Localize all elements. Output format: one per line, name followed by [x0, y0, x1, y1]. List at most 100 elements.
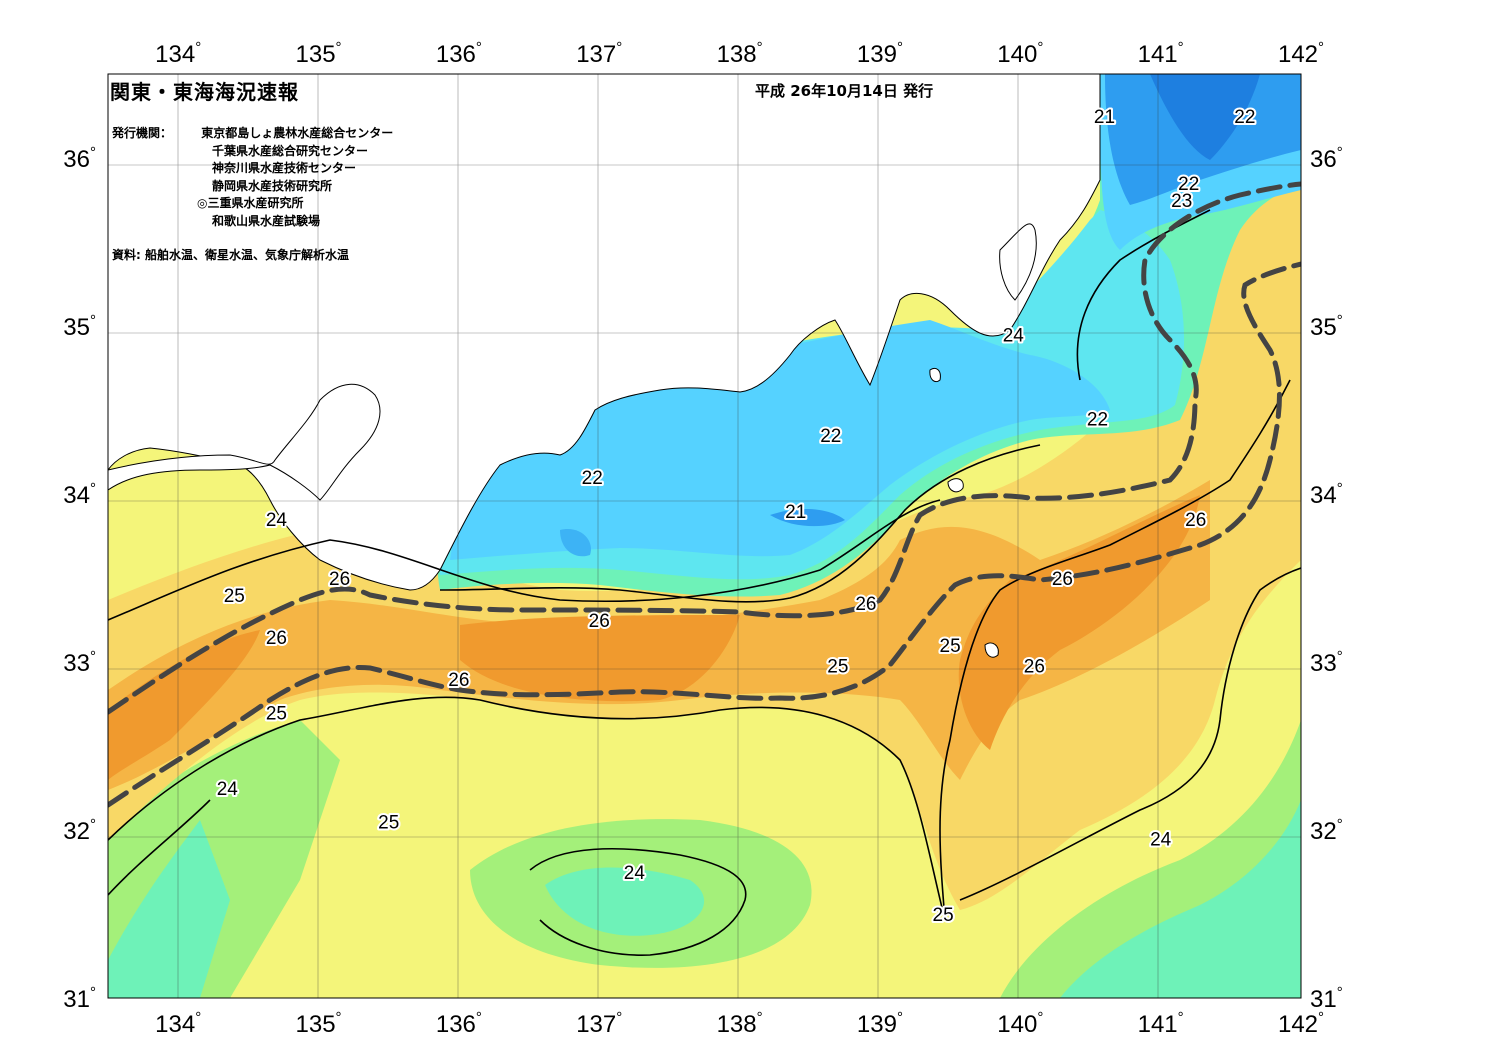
contour-label-26-10: 26 [1185, 510, 1206, 531]
isotherm-25-south [108, 696, 946, 921]
sea-25_5c-band [108, 180, 1301, 910]
longitude-label-bottom-138: 138° [717, 1009, 763, 1038]
contour-label-26-12: 26 [1052, 569, 1073, 590]
isotherm-25-southeast [959, 567, 1301, 901]
latitude-label-left-33: 33° [63, 648, 96, 677]
longitude-label-top-139: 139° [857, 39, 903, 68]
issuers-label: 発行機関： [112, 126, 173, 140]
map-title: 関東・東海海況速報 [110, 80, 299, 104]
contour-label-22-2: 22 [1178, 174, 1199, 195]
latitude-label-left-31: 31° [63, 984, 96, 1013]
sea-26_5c-core-east [958, 495, 1200, 750]
contour-label-21-8: 21 [785, 502, 806, 523]
longitude-label-bottom-136: 136° [436, 1009, 482, 1038]
longitude-label-bottom-140: 140° [997, 1009, 1043, 1038]
latitude-label-left-35: 35° [63, 312, 96, 341]
latitude-label-right-31: 31° [1310, 984, 1343, 1013]
issuer-org-6: 和歌山県水産試験場 [212, 213, 321, 228]
latitude-label-right-36: 36° [1310, 144, 1343, 173]
longitude-label-top-141: 141° [1138, 39, 1184, 68]
sea-22c-coastal [450, 320, 1110, 560]
contour-label-25-13: 25 [224, 586, 245, 607]
longitude-label-bottom-139: 139° [857, 1009, 903, 1038]
longitude-label-top-136: 136° [436, 39, 482, 68]
issuer-org-1: 東京都島しょ農林水産総合センター [201, 126, 394, 140]
contour-label-22-6: 22 [820, 426, 841, 447]
issue-date: 平成 26年10月14日 発行 [755, 82, 934, 100]
land-kii-tokai-kanto [108, 74, 1101, 591]
longitude-label-top-140: 140° [997, 39, 1043, 68]
sea-21c-patch-central [770, 508, 845, 527]
contour-label-26-14: 26 [855, 594, 876, 615]
contour-label-26-20: 26 [448, 670, 469, 691]
contour-label-25-21: 25 [266, 703, 287, 724]
contour-label-26-11: 26 [329, 569, 350, 590]
contour-label-21-0: 21 [1094, 107, 1115, 128]
sea-26_5c-core [108, 630, 260, 780]
contour-label-26-19: 26 [1024, 656, 1045, 677]
isotherm-24-north [439, 444, 1041, 603]
latitude-label-right-33: 33° [1310, 648, 1343, 677]
longitude-label-top-134: 134° [155, 39, 201, 68]
isotherm-26-central [108, 499, 941, 621]
contour-label-24-25: 24 [624, 863, 646, 884]
latitude-label-left-36: 36° [63, 144, 96, 173]
map-frame [107, 73, 1302, 999]
contour-label-25-23: 25 [378, 813, 399, 834]
contour-label-25-18: 25 [827, 656, 848, 677]
contour-label-24-4: 24 [1003, 325, 1025, 346]
isotherm-24-south-patch [529, 847, 747, 956]
sea-26_5c-core-central [460, 615, 740, 702]
longitude-label-top-137: 137° [576, 39, 622, 68]
contour-label-22-5: 22 [1087, 409, 1108, 430]
latitude-label-right-32: 32° [1310, 816, 1343, 845]
sea-23c-southwest [108, 820, 230, 998]
latitude-label-right-34: 34° [1310, 480, 1343, 509]
land-izu-oshima [947, 478, 964, 493]
kuroshio-axis-main [108, 181, 1301, 715]
isotherm-lines [108, 209, 1301, 956]
longitude-label-top-135: 135° [296, 39, 342, 68]
contour-label-22-7: 22 [582, 468, 603, 489]
contour-label-22-1: 22 [1234, 107, 1255, 128]
isotherm-24-southwest [108, 799, 211, 896]
sea-21c-patch-west [560, 529, 591, 557]
contour-label-24-9: 24 [266, 510, 288, 531]
land-miyake [929, 367, 941, 383]
issuer-org-3: 神奈川県水産技術センター [212, 161, 357, 176]
kuroshio-axis [108, 181, 1301, 808]
longitude-label-bottom-135: 135° [296, 1009, 342, 1038]
issuer-org-5: ◎三重県水産研究所 [197, 196, 304, 211]
latitude-label-left-32: 32° [63, 816, 96, 845]
issuer-org-2: 千葉県水産総合研究センター [212, 143, 369, 158]
longitude-label-bottom-134: 134° [155, 1009, 201, 1038]
kuroshio-axis-south-loop [108, 261, 1301, 808]
longitude-label-top-138: 138° [717, 39, 763, 68]
contour-label-25-26: 25 [933, 905, 954, 926]
sea-25c-eddy [362, 832, 414, 937]
data-sources: 資料: 船舶水温、衛星水温、気象庁解析水温 [112, 248, 349, 262]
latitude-label-left-34: 34° [63, 480, 96, 509]
issuing-organizations: 発行機関： 東京都島しょ農林水産総合センター 千葉県水産総合研究センター 神奈川… [112, 125, 393, 231]
issuer-org-4: 静岡県水産技術研究所 [212, 178, 333, 193]
contour-label-23-3: 23 [1171, 191, 1192, 212]
contour-label-24-22: 24 [217, 779, 239, 800]
land-shikoku [108, 383, 381, 501]
latitude-label-right-35: 35° [1310, 312, 1343, 341]
contour-label-26-16: 26 [266, 628, 287, 649]
longitude-label-bottom-142: 142° [1278, 1009, 1324, 1038]
contour-label-26-15: 26 [589, 611, 610, 632]
contour-label-25-17: 25 [940, 636, 961, 657]
contour-label-24-24: 24 [1150, 829, 1172, 850]
sea-23c-south-patch [545, 867, 705, 936]
longitude-label-bottom-141: 141° [1138, 1009, 1184, 1038]
isotherm-25-east [939, 379, 1291, 921]
isotherm-24-east-eddy [1076, 209, 1211, 381]
longitude-label-bottom-137: 137° [576, 1009, 622, 1038]
sea-23c-southeast [1060, 800, 1301, 998]
sea-20c-northeast [1150, 74, 1260, 160]
lat-lon-grid [108, 74, 1301, 998]
